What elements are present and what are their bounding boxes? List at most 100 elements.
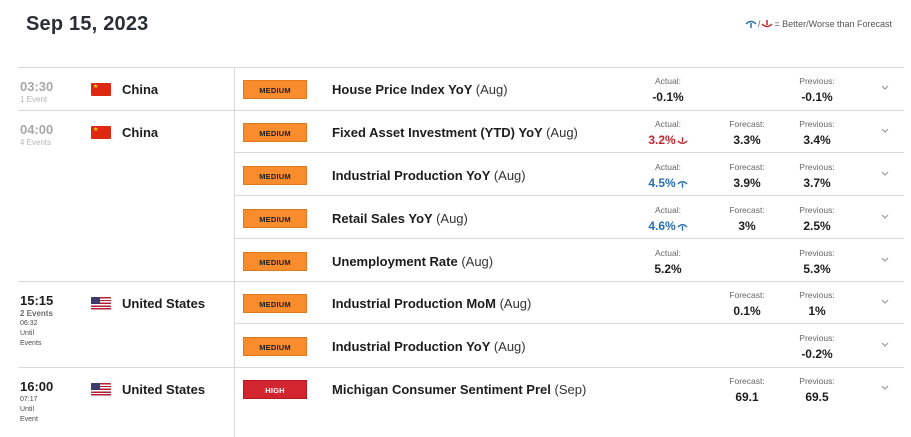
importance-badge: MEDIUM bbox=[243, 337, 307, 356]
event-count: 1 Event bbox=[20, 95, 48, 104]
divider bbox=[234, 368, 235, 437]
previous-stat: Previous: 69.5 bbox=[788, 376, 846, 404]
country-cell: United States bbox=[91, 296, 205, 311]
event-row[interactable]: MEDIUM Unemployment Rate (Aug) Actual: 5.… bbox=[234, 240, 904, 282]
time-cell: 16:00 07:17 Until Event bbox=[18, 368, 90, 425]
actual-value: -0.1% bbox=[652, 90, 684, 104]
forecast-stat: Forecast: 69.1 bbox=[718, 376, 776, 404]
importance-badge: MEDIUM bbox=[243, 80, 307, 99]
chevron-down-icon[interactable] bbox=[880, 256, 890, 264]
actual-value: 3.2% bbox=[639, 133, 697, 147]
actual-value: 4.5% bbox=[639, 176, 697, 190]
previous-value: 1% bbox=[808, 304, 826, 318]
event-name[interactable]: Industrial Production MoM (Aug) bbox=[332, 296, 532, 311]
event-group: 16:00 07:17 Until Event United States HIGH… bbox=[18, 368, 904, 437]
countdown: 07:17 Until Event bbox=[20, 396, 38, 423]
importance-badge: HIGH bbox=[243, 380, 307, 399]
actual-value: 5.2% bbox=[654, 262, 682, 276]
actual-stat: Actual: 4.5% bbox=[639, 162, 697, 190]
event-group: 03:30 1 Event China MEDIUM House Price I… bbox=[18, 68, 904, 111]
event-row[interactable]: MEDIUM Industrial Production MoM (Aug) F… bbox=[234, 282, 904, 324]
forecast-legend: / = Better/Worse than Forecast bbox=[745, 19, 892, 29]
better-arrow-icon bbox=[745, 20, 757, 28]
previous-stat: Previous: -0.2% bbox=[788, 333, 846, 361]
chevron-down-icon[interactable] bbox=[880, 341, 890, 349]
importance-badge: MEDIUM bbox=[243, 123, 307, 142]
date-title: Sep 15, 2023 bbox=[26, 13, 149, 35]
previous-stat: Previous: -0.1% bbox=[788, 76, 846, 104]
chevron-down-icon[interactable] bbox=[880, 170, 890, 178]
event-time: 16:00 bbox=[20, 379, 54, 394]
forecast-stat: Forecast: 3.9% bbox=[718, 162, 776, 190]
events-list: 03:30 1 Event China MEDIUM House Price I… bbox=[18, 67, 904, 437]
event-name[interactable]: Unemployment Rate (Aug) bbox=[332, 254, 494, 269]
forecast-value: 0.1% bbox=[733, 304, 761, 318]
event-row[interactable]: MEDIUM House Price Index YoY (Aug) Actua… bbox=[234, 68, 904, 110]
event-row[interactable]: MEDIUM Retail Sales YoY (Aug) Actual: 4.6… bbox=[234, 197, 904, 239]
forecast-stat: Forecast: 3% bbox=[718, 205, 776, 233]
event-name[interactable]: House Price Index YoY (Aug) bbox=[332, 82, 508, 97]
importance-badge: MEDIUM bbox=[243, 209, 307, 228]
previous-stat: Previous: 5.3% bbox=[788, 248, 846, 276]
event-name[interactable]: Industrial Production YoY (Aug) bbox=[332, 339, 526, 354]
previous-stat: Previous: 1% bbox=[788, 290, 846, 318]
country-name: China bbox=[122, 82, 159, 97]
country-name: United States bbox=[122, 296, 206, 311]
chevron-down-icon[interactable] bbox=[880, 127, 890, 135]
us-flag-icon bbox=[91, 383, 111, 396]
us-flag-icon bbox=[91, 297, 111, 310]
event-group: 15:15 2 Events 06:32 Until Events United S… bbox=[18, 282, 904, 368]
time-cell: 03:30 1 Event bbox=[18, 68, 90, 104]
event-name[interactable]: Industrial Production YoY (Aug) bbox=[332, 168, 526, 183]
previous-value: 3.7% bbox=[803, 176, 831, 190]
legend-text: = Better/Worse than Forecast bbox=[774, 19, 892, 29]
previous-stat: Previous: 3.7% bbox=[788, 162, 846, 190]
event-name[interactable]: Fixed Asset Investment (YTD) YoY (Aug) bbox=[332, 125, 578, 140]
better-arrow-icon bbox=[677, 223, 688, 231]
previous-stat: Previous: 3.4% bbox=[788, 119, 846, 147]
event-row[interactable]: HIGH Michigan Consumer Sentiment Prel (S… bbox=[234, 368, 904, 410]
importance-badge: MEDIUM bbox=[243, 252, 307, 271]
country-cell: China bbox=[91, 125, 158, 140]
cn-flag-icon bbox=[91, 83, 111, 96]
event-time: 15:15 bbox=[20, 293, 54, 308]
better-arrow-icon bbox=[677, 180, 688, 188]
event-name[interactable]: Retail Sales YoY (Aug) bbox=[332, 211, 468, 226]
importance-badge: MEDIUM bbox=[243, 166, 307, 185]
event-row[interactable]: MEDIUM Industrial Production YoY (Aug) A… bbox=[234, 154, 904, 196]
actual-stat: Actual: -0.1% bbox=[639, 76, 697, 104]
actual-value: 4.6% bbox=[639, 219, 697, 233]
event-time: 03:30 bbox=[20, 79, 54, 94]
chevron-down-icon[interactable] bbox=[880, 298, 890, 306]
event-group: 04:00 4 Events China MEDIUM Fixed Asset … bbox=[18, 111, 904, 282]
actual-stat: Actual: 4.6% bbox=[639, 205, 697, 233]
country-name: United States bbox=[122, 382, 206, 397]
event-name[interactable]: Michigan Consumer Sentiment Prel (Sep) bbox=[332, 382, 587, 397]
divider bbox=[234, 111, 235, 281]
forecast-value: 3% bbox=[738, 219, 756, 233]
divider bbox=[234, 68, 235, 110]
chevron-down-icon[interactable] bbox=[880, 384, 890, 392]
time-cell: 04:00 4 Events bbox=[18, 111, 90, 147]
country-cell: China bbox=[91, 82, 158, 97]
previous-value: 69.5 bbox=[805, 390, 829, 404]
forecast-value: 69.1 bbox=[735, 390, 759, 404]
cn-flag-icon bbox=[91, 126, 111, 139]
country-name: China bbox=[122, 125, 159, 140]
event-time: 04:00 bbox=[20, 122, 54, 137]
event-row[interactable]: MEDIUM Industrial Production YoY (Aug) P… bbox=[234, 325, 904, 367]
chevron-down-icon[interactable] bbox=[880, 84, 890, 92]
chevron-down-icon[interactable] bbox=[880, 213, 890, 221]
previous-value: 2.5% bbox=[803, 219, 831, 233]
event-row[interactable]: MEDIUM Fixed Asset Investment (YTD) YoY … bbox=[234, 111, 904, 153]
worse-arrow-icon bbox=[761, 20, 773, 28]
previous-value: 3.4% bbox=[803, 133, 831, 147]
country-cell: United States bbox=[91, 382, 205, 397]
importance-badge: MEDIUM bbox=[243, 294, 307, 313]
divider bbox=[234, 282, 235, 367]
forecast-value: 3.3% bbox=[733, 133, 761, 147]
worse-arrow-icon bbox=[677, 137, 688, 144]
actual-stat: Actual: 5.2% bbox=[639, 248, 697, 276]
countdown: 06:32 Until Events bbox=[20, 320, 42, 347]
previous-value: 5.3% bbox=[803, 262, 831, 276]
